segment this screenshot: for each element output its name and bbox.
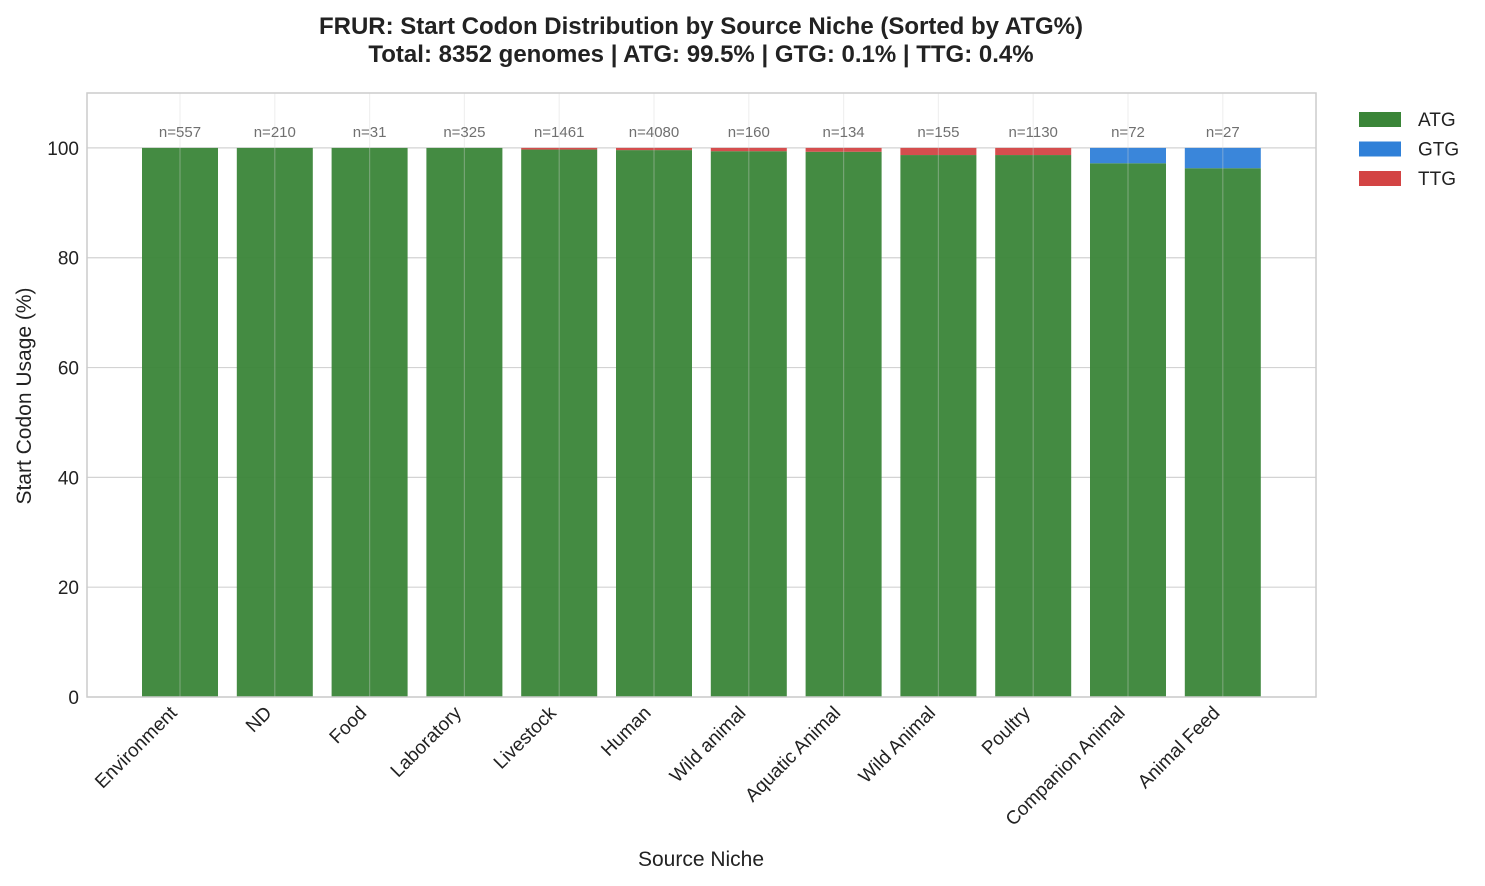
count-labels: n=557 n=210 n=31 n=325 n=1461 n=4080 n=160 n=13… [159,124,1240,141]
bars-group [142,147,1261,698]
chart-title: FRUR: Start Codon Distribution by Source… [319,13,1083,40]
bar-atg-wild-animal [710,151,787,698]
count-label: n=27 [1206,124,1240,141]
bar-ttg-wild-animal [710,147,787,152]
x-tick-label: Wild Animal [855,703,940,788]
chart-subtitle: Total: 8352 genomes | ATG: 99.5% | GTG: … [368,41,1033,68]
x-tick-label: Wild animal [666,703,750,787]
bar-atg-nd [236,147,313,698]
y-tick-label: 20 [58,578,79,599]
y-tick-label: 0 [68,688,79,709]
legend-label-atg: ATG [1418,110,1456,131]
y-tick-label: 60 [58,359,79,380]
legend-swatch-ttg [1359,171,1401,186]
x-tick-label: Food [326,703,371,748]
legend-label-gtg: GTG [1418,140,1459,161]
y-tick-label: 80 [58,249,79,270]
x-tick-labels: Environment ND Food Laboratory Livestock Huma… [91,702,1224,830]
bar-atg-aquatic-animal [805,151,882,697]
bar-ttg-wild-animal [900,147,977,156]
x-tick-label: Environment [91,702,182,793]
x-tick-label: Livestock [490,702,561,773]
bar-atg-laboratory [426,147,503,698]
legend-swatch-atg [1359,112,1401,127]
count-label: n=325 [443,124,485,141]
x-tick-label: Aquatic Animal [741,703,845,807]
x-axis-label: Source Niche [638,848,764,871]
legend: ATG GTG TTG [1359,110,1459,190]
legend-swatch-gtg [1359,141,1401,157]
bar-gtg-companion-animal [1090,147,1166,164]
bar-ttg-poultry [995,147,1072,156]
bar-atg-environment [142,147,218,698]
x-tick-label: Animal Feed [1134,703,1224,793]
x-tick-label: Laboratory [387,702,466,781]
bar-atg-food [331,147,408,698]
count-label: n=31 [353,124,387,141]
plot-frame [86,92,1317,698]
bar-ttg-human [616,147,692,151]
count-label: n=134 [823,124,865,141]
y-tick-label: 100 [47,139,79,160]
count-label: n=1130 [1009,124,1058,141]
count-label: n=72 [1111,124,1145,141]
bar-atg-wild-animal [900,155,977,698]
x-tick-label: ND [242,703,276,737]
bar-ttg-livestock [521,147,598,150]
count-label: n=557 [159,124,201,141]
count-label: n=1461 [534,124,584,141]
legend-label-ttg: TTG [1418,169,1456,190]
x-grid-lines [179,93,1224,697]
bar-ttg-aquatic-animal [805,147,882,152]
count-label: n=160 [728,124,770,141]
bar-atg-companion-animal [1090,163,1166,697]
bar-atg-animal-feed [1184,168,1261,697]
x-tick-label: Human [597,703,655,761]
bar-atg-livestock [521,149,598,697]
count-label: n=155 [917,124,959,141]
bar-atg-poultry [995,155,1072,698]
bar-atg-human [616,150,692,697]
count-label: n=210 [254,124,296,141]
bar-gtg-animal-feed [1184,147,1261,169]
y-axis-label: Start Codon Usage (%) [13,287,36,504]
x-tick-label: Poultry [978,702,1035,759]
y-tick-labels: 0 20 40 60 80 100 [47,139,79,709]
count-label: n=4080 [629,124,679,141]
y-tick-label: 40 [58,468,79,489]
